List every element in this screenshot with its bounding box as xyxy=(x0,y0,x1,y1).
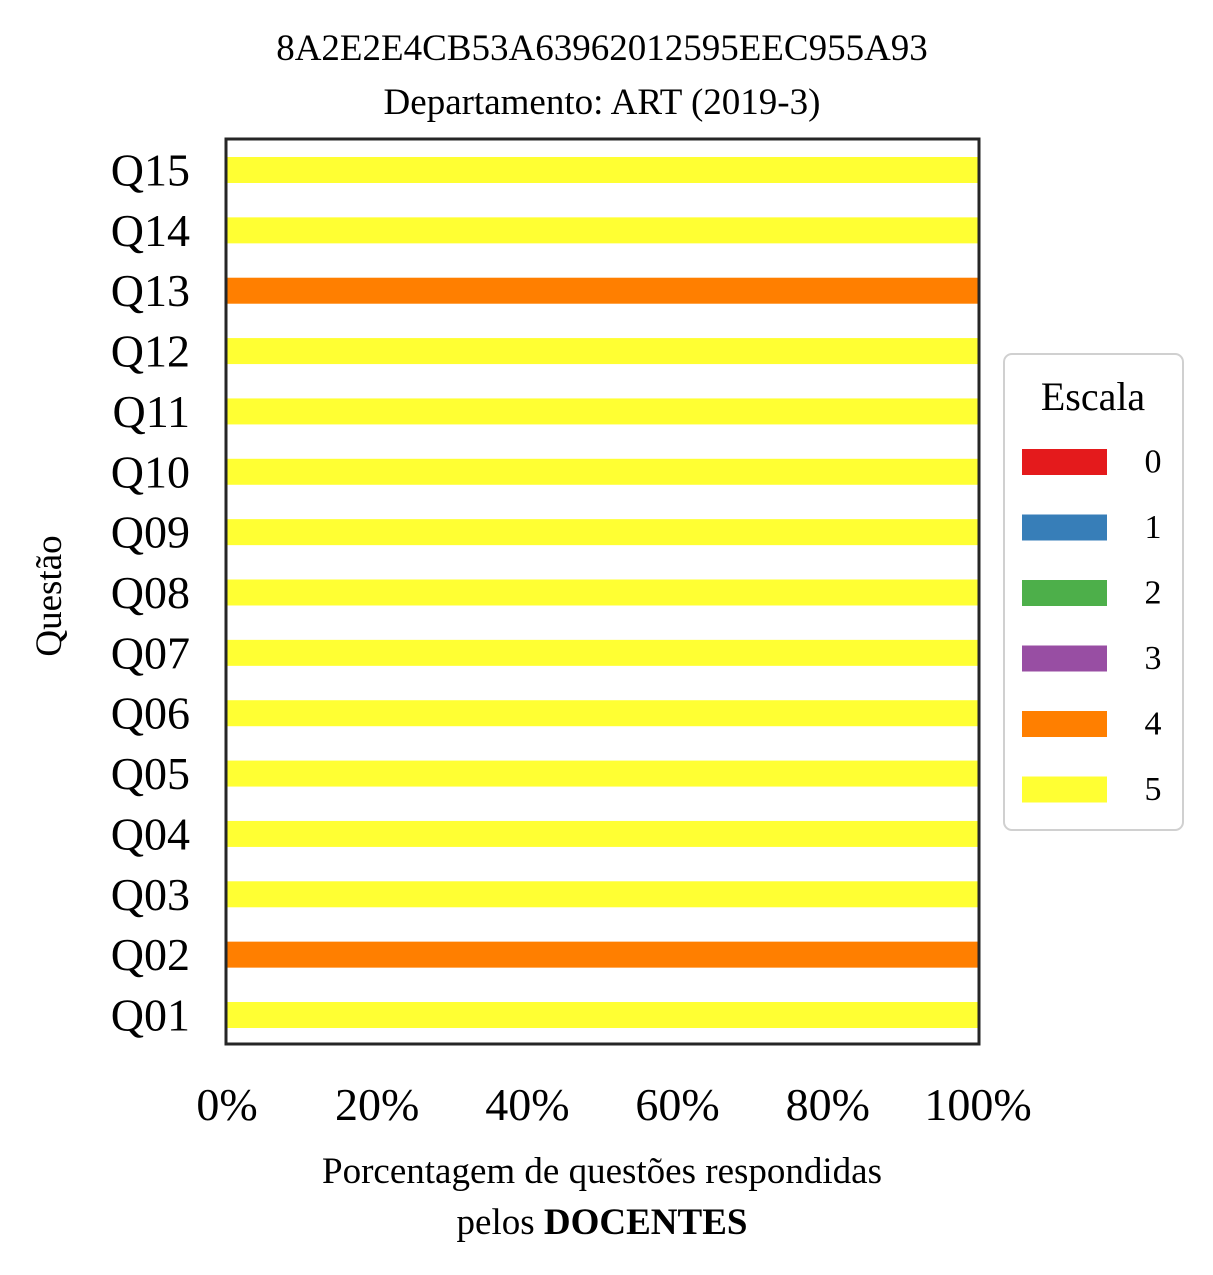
y-tick-q11: Q11 xyxy=(112,386,190,437)
x-axis-label-line1: Porcentagem de questões respondidas xyxy=(322,1151,882,1192)
y-tick-q10: Q10 xyxy=(111,446,190,497)
legend-swatch-1 xyxy=(1022,514,1107,541)
x-tick-60: 60% xyxy=(635,1079,719,1130)
bars-group xyxy=(227,157,978,1028)
x-tick-20: 20% xyxy=(335,1079,419,1130)
y-tick-q14: Q14 xyxy=(111,205,190,256)
x-axis-label-line2: pelos DOCENTES xyxy=(457,1202,748,1243)
x-tick-40: 40% xyxy=(485,1079,569,1130)
bar-q15-scale-5 xyxy=(227,157,978,183)
legend-title: Escala xyxy=(1041,374,1146,419)
y-tick-q02: Q02 xyxy=(111,929,190,980)
y-tick-q13: Q13 xyxy=(111,265,190,316)
chart-title: 8A2E2E4CB53A63962012595EEC955A93 xyxy=(276,28,928,69)
y-tick-q12: Q12 xyxy=(111,326,190,377)
y-tick-q01: Q01 xyxy=(111,990,190,1041)
legend: Escala 0 1 2 3 4 5 xyxy=(1003,353,1184,831)
y-tick-q06: Q06 xyxy=(111,688,190,739)
legend-items: 0 1 2 3 4 5 xyxy=(1022,444,1162,808)
y-tick-q05: Q05 xyxy=(111,748,190,799)
x-axis-label-prefix: pelos xyxy=(457,1202,544,1243)
y-tick-q03: Q03 xyxy=(111,869,190,920)
bar-q13-scale-4 xyxy=(227,277,978,304)
bar-q06-scale-5 xyxy=(227,700,978,727)
legend-swatch-5 xyxy=(1022,776,1107,803)
y-tick-q09: Q09 xyxy=(111,507,190,558)
bar-q02-scale-4 xyxy=(227,941,978,968)
y-axis-label: Questão xyxy=(29,535,70,656)
bar-q03-scale-5 xyxy=(227,881,978,908)
y-tick-q04: Q04 xyxy=(111,808,190,859)
legend-label-0: 0 xyxy=(1145,444,1162,481)
plot-frame xyxy=(224,137,981,1046)
chart-subtitle: Departamento: ART (2019-3) xyxy=(384,82,821,123)
legend-label-5: 5 xyxy=(1145,771,1162,808)
x-tick-labels: 0% 20% 40% 60% 80% 100% xyxy=(196,1079,1031,1130)
legend-swatch-0 xyxy=(1022,449,1107,475)
y-tick-labels: Q01 Q02 Q03 Q04 Q05 Q06 Q07 Q08 Q09 Q10 Q11 Q12 Q13 Q… xyxy=(111,145,190,1041)
legend-label-3: 3 xyxy=(1145,640,1162,677)
bar-q12-scale-5 xyxy=(227,338,978,365)
legend-swatch-4 xyxy=(1022,711,1107,737)
y-tick-q07: Q07 xyxy=(111,627,190,678)
bar-q05-scale-5 xyxy=(227,760,978,787)
y-tick-q08: Q08 xyxy=(111,567,190,618)
bar-q14-scale-5 xyxy=(227,217,978,244)
legend-swatch-3 xyxy=(1022,645,1107,672)
x-tick-80: 80% xyxy=(786,1079,870,1130)
bar-q08-scale-5 xyxy=(227,579,978,606)
legend-label-4: 4 xyxy=(1145,706,1162,743)
legend-label-2: 2 xyxy=(1145,575,1162,612)
bar-q10-scale-5 xyxy=(227,458,978,485)
bar-q11-scale-5 xyxy=(227,398,978,425)
x-axis-label-bold: DOCENTES xyxy=(544,1202,748,1243)
y-tick-q15: Q15 xyxy=(111,145,190,196)
bar-q01-scale-5 xyxy=(227,1002,978,1028)
x-tick-100: 100% xyxy=(924,1079,1031,1130)
legend-label-1: 1 xyxy=(1145,509,1162,546)
bar-q04-scale-5 xyxy=(227,820,978,847)
legend-swatch-2 xyxy=(1022,580,1107,606)
x-tick-0: 0% xyxy=(196,1079,257,1130)
bar-q07-scale-5 xyxy=(227,639,978,666)
bar-q09-scale-5 xyxy=(227,519,978,546)
